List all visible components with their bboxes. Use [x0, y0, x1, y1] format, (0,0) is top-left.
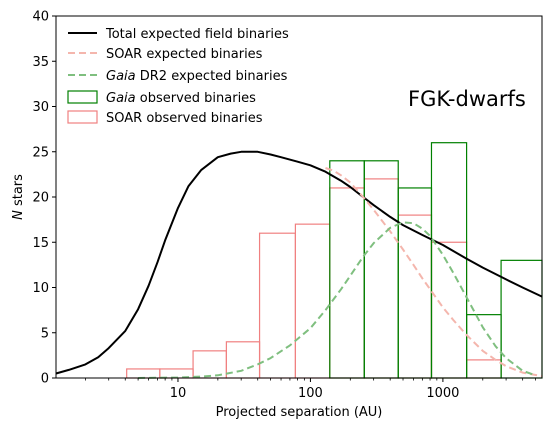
histogram-bin [258, 232, 296, 379]
annotation-label: FGK-dwarfs [408, 87, 526, 111]
legend-label: SOAR observed binaries [106, 111, 263, 126]
legend: Total expected field binaries SOAR expect… [67, 27, 289, 126]
y-tick-label: 15 [32, 236, 49, 251]
legend-item: Total expected field binaries [68, 27, 289, 42]
series-line [325, 167, 543, 378]
histogram-bin [397, 214, 433, 379]
legend-item: Gaia observed binaries [67, 90, 256, 106]
histogram-bin [126, 368, 161, 379]
x-tick-label: 100 [298, 386, 323, 401]
histogram-bin [500, 259, 543, 379]
legend-swatch [67, 90, 98, 104]
legend-label: Gaia DR2 expected binaries [106, 69, 288, 84]
series-line [55, 150, 543, 375]
y-tick-label: 25 [32, 145, 49, 160]
plot-area [55, 142, 543, 379]
legend-label: Total expected field binaries [105, 27, 289, 42]
legend-label: Gaia observed binaries [106, 91, 256, 106]
y-tick-label: 20 [32, 191, 49, 206]
x-tick-label: 1000 [426, 386, 459, 401]
histogram-bin [430, 241, 468, 379]
legend-item: Gaia DR2 expected binaries [68, 69, 288, 84]
histogram-bin [329, 187, 365, 379]
series-line [138, 221, 536, 379]
y-tick-label: 5 [41, 326, 49, 341]
y-tick-label: 35 [32, 55, 49, 70]
y-tick-label: 30 [32, 100, 49, 115]
axis-ticks: 0 5 10 15 20 25 30 35 40 10 100 1000 [32, 10, 536, 401]
y-tick-label: 0 [41, 372, 49, 387]
legend-swatch [67, 110, 98, 124]
histogram-bin [466, 359, 502, 379]
legend-label: SOAR expected binaries [106, 47, 263, 62]
histogram-bin [363, 178, 399, 379]
y-tick-label: 10 [32, 281, 49, 296]
histogram-bin [294, 223, 331, 379]
histogram-bin [430, 142, 468, 379]
y-tick-label: 40 [32, 10, 49, 25]
legend-item: SOAR expected binaries [68, 47, 263, 62]
x-axis-label: Projected separation (AU) [216, 405, 383, 420]
y-axis-label: N stars [11, 174, 26, 220]
histogram-bin [363, 160, 399, 379]
legend-item: SOAR observed binaries [67, 110, 263, 126]
histogram-soar [126, 178, 502, 379]
x-tick-label: 10 [170, 386, 187, 401]
